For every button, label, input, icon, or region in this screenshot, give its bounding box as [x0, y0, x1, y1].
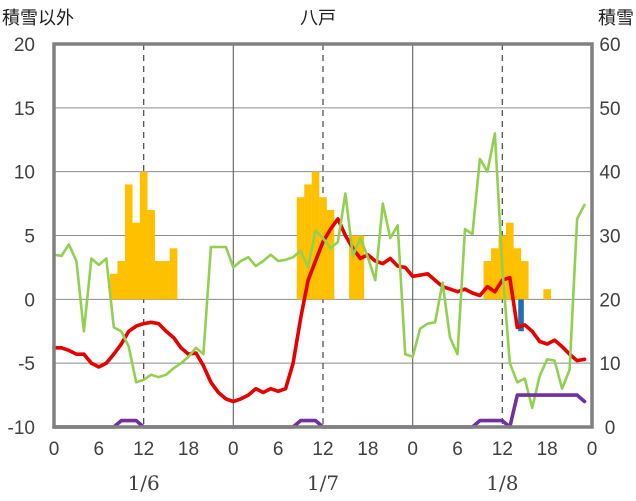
right-tick-label: 20	[599, 290, 620, 311]
right-tick-label: 40	[599, 163, 620, 184]
bar-precip	[162, 261, 170, 300]
chart-title: 八戸	[300, 8, 336, 29]
bar-precip	[117, 261, 126, 300]
bar-precip	[520, 261, 529, 300]
x-tick-label: 12	[312, 439, 333, 460]
bar-precip	[505, 222, 514, 300]
bar-precip	[513, 248, 522, 300]
date-label: 1/6	[128, 471, 160, 495]
x-tick-label: 18	[537, 439, 558, 460]
bar-precip	[296, 197, 305, 300]
plot-frame	[52, 42, 594, 429]
right-tick-label: 10	[599, 354, 620, 375]
bar-precip	[147, 209, 155, 300]
line-layer	[52, 132, 587, 429]
date-label: 1/8	[486, 471, 518, 495]
bar-precip	[319, 197, 327, 300]
x-tick-label: 18	[178, 439, 199, 460]
left-axis-title: 積雪以外	[2, 8, 74, 29]
bar-precip	[304, 184, 312, 300]
left-tick-label: -5	[18, 354, 35, 375]
left-tick-label: 20	[14, 35, 35, 56]
left-tick-label: 0	[24, 290, 35, 311]
bar-precip	[139, 171, 148, 300]
bar-precip	[169, 248, 178, 300]
left-tick-label: 5	[24, 227, 35, 248]
right-tick-label: 60	[599, 35, 620, 56]
bar-snow-change	[518, 299, 524, 332]
x-tick-label: 0	[587, 439, 598, 460]
left-tick-label: -10	[8, 418, 35, 439]
x-tick-label: 18	[357, 439, 378, 460]
bar-precip	[132, 222, 141, 300]
bar-layer	[109, 171, 551, 332]
left-tick-label: 15	[14, 99, 35, 120]
bar-precip	[483, 261, 492, 300]
right-tick-label: 0	[605, 418, 616, 439]
x-tick-label: 12	[133, 439, 154, 460]
x-tick-label: 6	[94, 439, 105, 460]
date-label: 1/7	[307, 471, 339, 495]
right-axis-title: 積雪	[598, 8, 634, 29]
bar-precip	[356, 235, 365, 300]
left-tick-label: 10	[14, 163, 35, 184]
bar-precip	[154, 261, 163, 300]
bar-precip	[109, 273, 118, 300]
x-tick-label: 12	[492, 439, 513, 460]
x-tick-label: 0	[228, 439, 239, 460]
bar-precip	[326, 209, 335, 300]
right-tick-label: 50	[599, 99, 620, 120]
right-tick-label: 30	[599, 227, 620, 248]
bar-precip	[491, 248, 499, 300]
x-tick-label: 0	[407, 439, 418, 460]
bar-precip	[349, 235, 357, 300]
snow-depth-line	[52, 393, 587, 429]
x-tick-label: 6	[452, 439, 463, 460]
bar-precip	[543, 289, 551, 300]
temperature-line	[52, 217, 587, 404]
wind-line	[52, 132, 586, 410]
x-tick-label: 0	[49, 439, 60, 460]
x-tick-label: 6	[273, 439, 284, 460]
bar-precip	[124, 184, 133, 300]
